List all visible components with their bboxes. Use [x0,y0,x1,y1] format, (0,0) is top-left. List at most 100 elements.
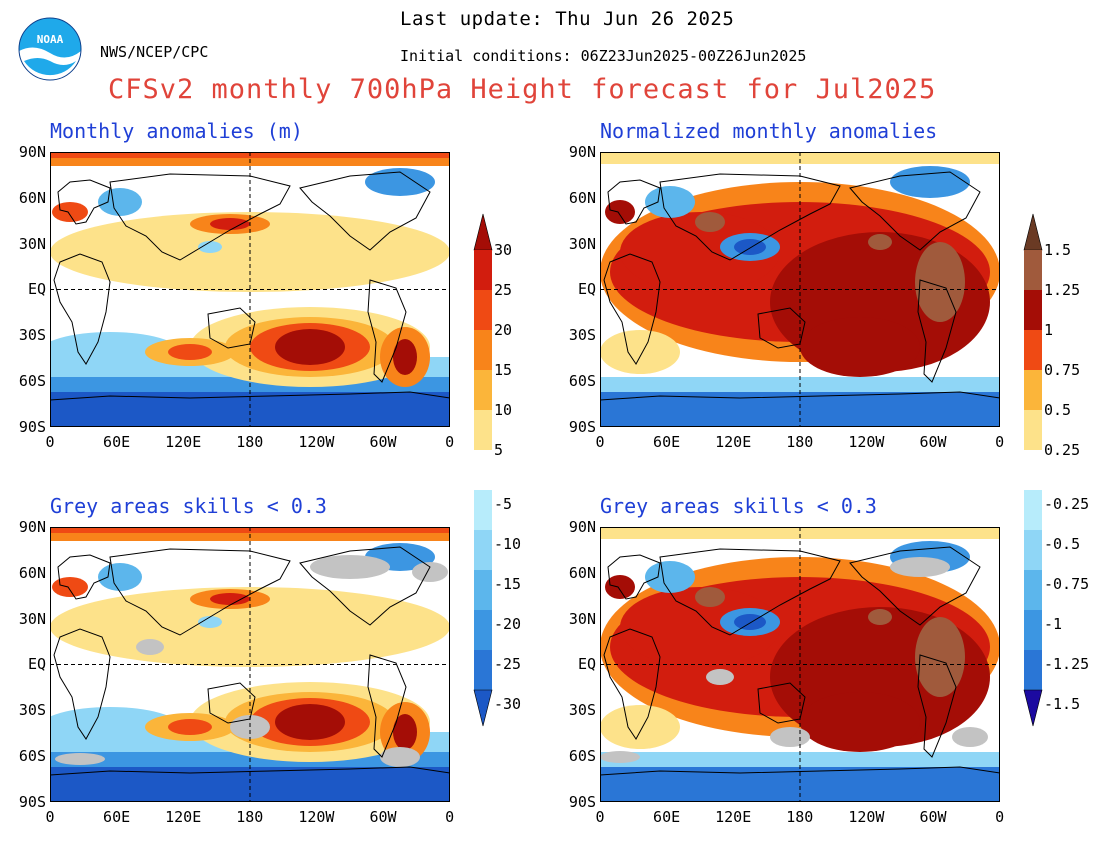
agency-label: NWS/NCEP/CPC [100,43,209,61]
lat-tick-label: 30N [18,234,46,253]
coastline [659,548,841,636]
lat-tick-label: 90S [18,792,46,811]
map-frame [600,527,1000,802]
low-skill-region [952,727,988,747]
lon-tick-label: 0 [45,433,55,451]
lat-tick-label: EQ [27,655,46,674]
colorbar-label: 20 [494,321,513,339]
colorbar-label: -20 [494,615,522,633]
colorbar-label: 1.5 [1044,241,1072,259]
coastline [299,171,431,251]
colorbar-segment [474,650,492,690]
lat-tick-label: 60S [568,372,596,390]
coastline [600,766,1000,776]
coastline [603,253,661,365]
colorbar-label: -10 [494,535,522,553]
low-skill-region [770,727,810,747]
colorbar-segment [474,290,492,330]
anomaly-region [620,212,780,292]
coastline [50,391,450,401]
coastline [367,279,407,383]
lon-tick-label: 120E [715,808,752,826]
arctic-band [600,527,1000,539]
colorbar-segment [474,370,492,410]
colorbar-segment [1024,610,1042,650]
lon-tick-label: 0 [445,433,455,451]
lat-tick-label: 90S [568,792,596,811]
colorbar-segment [1024,330,1042,370]
anomaly-region [600,705,680,749]
colorbar-label: -0.75 [1044,575,1090,593]
coastline [600,391,1000,401]
colorbar-label: -30 [494,695,522,713]
anomaly-region [605,200,635,224]
colorbar-segment [474,530,492,570]
panel-title-bottom-left: Grey areas skills < 0.3 [50,494,327,518]
coastline [607,554,661,600]
lat-tick-label: EQ [27,280,46,299]
colorbar-segment [1024,370,1042,410]
lon-tick-label: 60E [103,433,131,451]
anomaly-region [605,575,635,599]
anomaly-region [98,188,142,216]
coastline [917,654,957,758]
coastline [57,554,111,600]
colorbar-neutral [1024,450,1042,490]
colorbar-label: -1 [1044,615,1063,633]
coastline [849,546,981,626]
anomaly-region [890,166,970,198]
lat-tick-label: 30S [568,701,596,720]
lon-tick-label: 120W [298,808,335,826]
colorbar-label: -15 [494,575,522,593]
colorbar-segment [474,610,492,650]
lon-tick-label: 60E [653,808,681,826]
anomaly-region [275,329,345,365]
lon-tick-label: 120E [165,433,202,451]
lon-tick-label: 0 [595,433,605,451]
colorbar-segment [474,330,492,370]
colorbar-label: 5 [494,441,504,459]
colorbar-label: 15 [494,361,513,379]
lat-tick-label: 30N [18,609,46,628]
anomaly-region [168,719,212,735]
colorbar-segment [474,250,492,290]
lon-tick-label: 60W [919,433,947,451]
lat-tick-label: 90S [568,417,596,436]
colorbar-label: 0.5 [1044,401,1072,419]
map-frame [50,527,450,802]
colorbar-segment [1024,250,1042,290]
lon-tick-label: 180 [786,808,814,826]
anomaly-region [645,186,695,218]
coastline [607,179,661,225]
colorbar-segment [1024,490,1042,530]
colorbar-bottom-arrow [1023,689,1043,727]
lon-tick-label: 60W [919,808,947,826]
lon-tick-label: 60W [369,433,397,451]
panel-title-top-right: Normalized monthly anomalies [600,119,938,143]
lat-tick-label: 90N [18,518,46,536]
lon-tick-label: 120W [298,433,335,451]
colorbar-label: -1.25 [1044,655,1090,673]
colorbar-segment [1024,290,1042,330]
coastline [109,173,291,261]
colorbar-segment [1024,410,1042,450]
colorbar-label: 25 [494,281,513,299]
lon-tick-label: 120E [715,433,752,451]
anomaly-region [645,561,695,593]
lon-tick-label: 0 [45,808,55,826]
lon-tick-label: 120E [165,808,202,826]
lat-tick-label: 30N [568,234,596,253]
lat-tick-label: 90N [18,143,46,161]
lat-tick-label: 60N [568,188,596,207]
colorbar-bottom-arrow [473,689,493,727]
colorbar-segment [1024,570,1042,610]
anomaly-region [695,587,725,607]
colorbar-segment [1024,530,1042,570]
anomaly-region [210,218,250,230]
anomaly-region [393,714,417,750]
lat-tick-label: 60N [568,563,596,582]
anomaly-region [168,344,212,360]
low-skill-region [412,562,448,582]
lon-tick-label: 180 [786,433,814,451]
low-skill-region [136,639,164,655]
